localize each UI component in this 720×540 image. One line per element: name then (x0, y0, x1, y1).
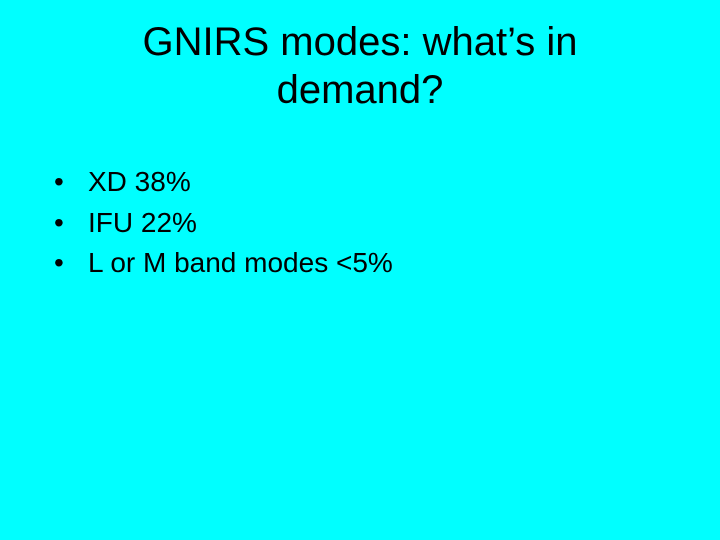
title-line-1: GNIRS modes: what’s in (143, 20, 578, 64)
list-item: L or M band modes <5% (54, 243, 720, 284)
title-line-2: demand? (277, 68, 444, 112)
list-item: XD 38% (54, 162, 720, 203)
slide: GNIRS modes: what’s in demand? XD 38% IF… (0, 0, 720, 540)
slide-title: GNIRS modes: what’s in demand? (0, 0, 720, 114)
bullet-list: XD 38% IFU 22% L or M band modes <5% (54, 162, 720, 284)
list-item: IFU 22% (54, 203, 720, 244)
